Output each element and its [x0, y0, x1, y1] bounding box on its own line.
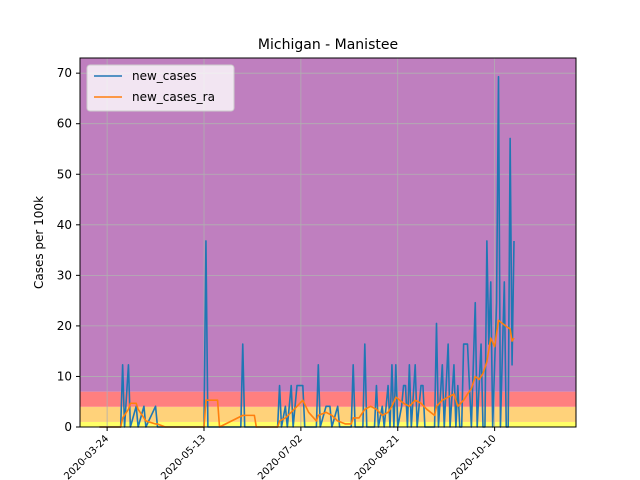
plot-frame — [79, 57, 577, 428]
chart-title: Michigan - Manistee — [258, 37, 398, 53]
x-tick-label-2020-03-24: 2020-03-24 — [62, 433, 111, 480]
series-line-new_cases — [99, 75, 515, 428]
x-axis-ticks: 2020-03-24 2020-05-13 2020-07-02 2020-08-21… — [62, 427, 499, 480]
x-tick-label-2020-05-13: 2020-05-13 — [159, 433, 208, 480]
x-tick-label-2020-07-02: 2020-07-02 — [256, 433, 305, 480]
y-axis-label: Cases per 100k — [32, 196, 46, 289]
y-tick-label-50: 50 — [57, 167, 72, 181]
y-tick-label-0: 0 — [64, 420, 72, 434]
band-0 — [80, 421, 576, 427]
y-tick-label-20: 20 — [57, 319, 72, 333]
x-tick-label-2020-10-10: 2020-10-10 — [450, 433, 499, 480]
y-tick-label-70: 70 — [57, 66, 72, 80]
legend-box — [86, 64, 235, 112]
y-tick-label-60: 60 — [57, 117, 72, 131]
legend-label-new_cases: new_cases — [132, 69, 197, 83]
y-axis-ticks: 0 10 20 30 40 50 60 70 — [57, 66, 80, 434]
legend: new_cases new_cases_ra — [86, 64, 235, 112]
y-tick-label-10: 10 — [57, 369, 72, 383]
y-tick-label-40: 40 — [57, 218, 72, 232]
y-tick-label-30: 30 — [57, 268, 72, 282]
legend-label-new_cases_ra: new_cases_ra — [132, 90, 215, 104]
x-tick-label-2020-08-21: 2020-08-21 — [353, 433, 402, 480]
